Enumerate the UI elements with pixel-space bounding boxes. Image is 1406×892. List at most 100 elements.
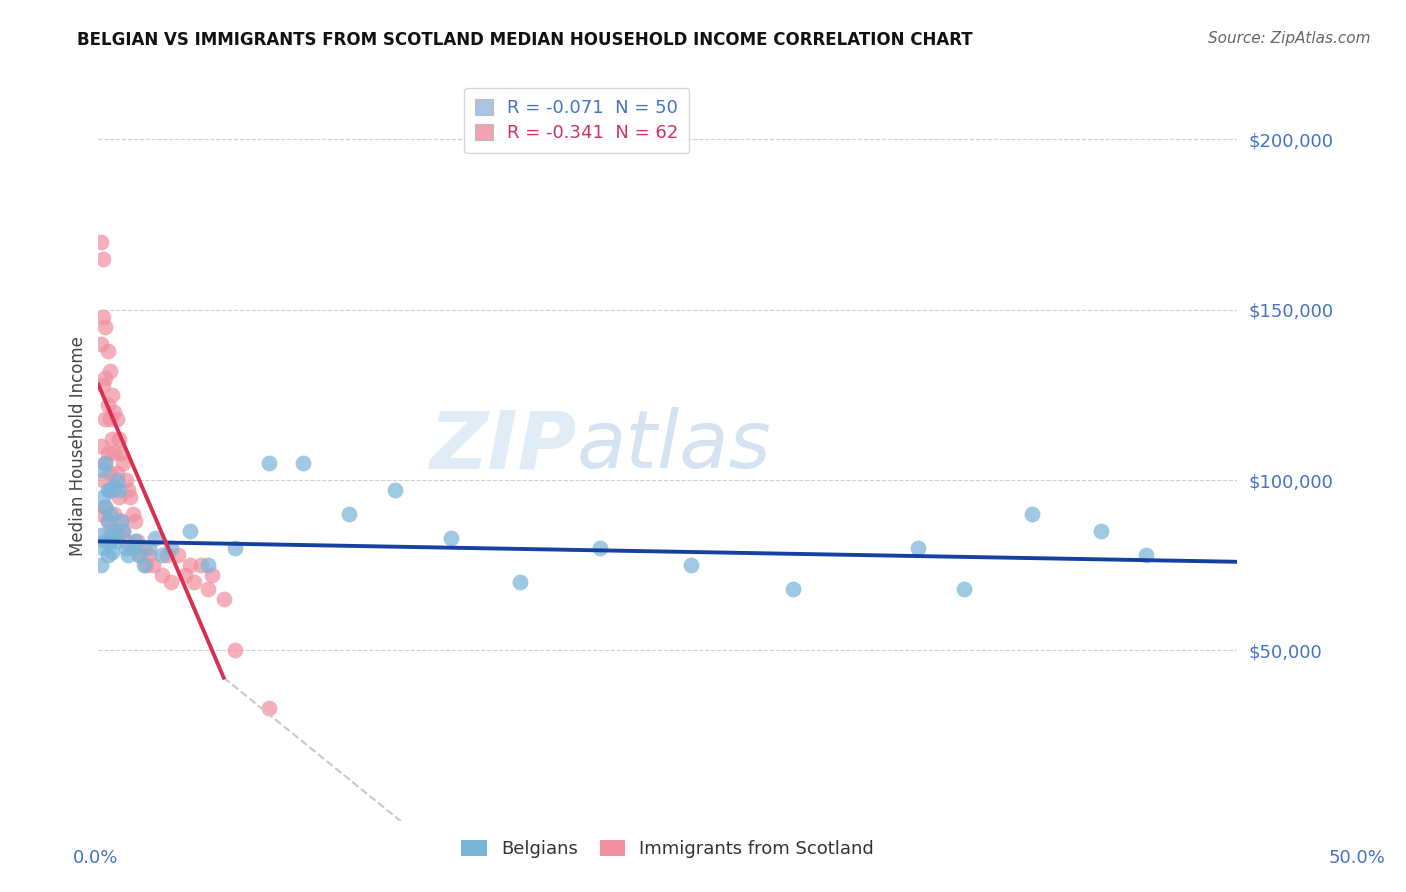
Point — [96, 343, 118, 358]
Point — [224, 541, 246, 556]
Point — [105, 524, 128, 538]
Point — [197, 582, 219, 596]
Point — [1090, 524, 1112, 538]
Point — [128, 548, 150, 562]
Point — [90, 336, 112, 351]
Point — [101, 544, 124, 558]
Point — [440, 531, 463, 545]
Point — [124, 534, 146, 549]
Point — [90, 507, 112, 521]
Point — [96, 446, 118, 460]
Point — [98, 411, 121, 425]
Point — [103, 524, 125, 538]
Point — [96, 514, 118, 528]
Text: ZIP: ZIP — [429, 407, 576, 485]
Point — [117, 548, 139, 562]
Point — [91, 252, 114, 266]
Point — [91, 377, 114, 392]
Point — [259, 701, 281, 715]
Point — [174, 568, 197, 582]
Point — [90, 527, 112, 541]
Point — [98, 467, 121, 481]
Point — [167, 548, 190, 562]
Point — [94, 500, 117, 515]
Point — [105, 411, 128, 425]
Point — [509, 575, 531, 590]
Text: BELGIAN VS IMMIGRANTS FROM SCOTLAND MEDIAN HOUSEHOLD INCOME CORRELATION CHART: BELGIAN VS IMMIGRANTS FROM SCOTLAND MEDI… — [77, 31, 973, 49]
Point — [782, 582, 804, 596]
Point — [98, 483, 121, 498]
Point — [127, 534, 149, 549]
Point — [190, 558, 212, 573]
Text: Source: ZipAtlas.com: Source: ZipAtlas.com — [1208, 31, 1371, 46]
Point — [105, 473, 128, 487]
Point — [96, 514, 118, 528]
Point — [101, 531, 124, 545]
Point — [91, 490, 114, 504]
Point — [132, 558, 155, 573]
Point — [135, 558, 157, 573]
Point — [160, 575, 183, 590]
Point — [337, 507, 360, 521]
Point — [156, 548, 179, 562]
Point — [94, 456, 117, 470]
Text: 0.0%: 0.0% — [73, 849, 118, 867]
Point — [101, 527, 124, 541]
Point — [98, 534, 121, 549]
Point — [150, 548, 173, 562]
Point — [94, 456, 117, 470]
Point — [138, 548, 160, 562]
Point — [120, 490, 142, 504]
Point — [90, 439, 112, 453]
Point — [112, 524, 135, 538]
Point — [138, 541, 160, 556]
Point — [145, 531, 167, 545]
Point — [103, 446, 125, 460]
Point — [108, 483, 131, 498]
Point — [101, 388, 124, 402]
Point — [108, 490, 131, 504]
Point — [98, 507, 121, 521]
Point — [94, 411, 117, 425]
Point — [212, 592, 235, 607]
Point — [160, 541, 183, 556]
Point — [114, 541, 136, 556]
Point — [108, 432, 131, 446]
Point — [1135, 548, 1157, 562]
Point — [110, 446, 132, 460]
Point — [110, 514, 132, 528]
Point — [105, 467, 128, 481]
Point — [90, 558, 112, 573]
Text: 50.0%: 50.0% — [1329, 849, 1385, 867]
Point — [179, 524, 201, 538]
Point — [128, 548, 150, 562]
Point — [132, 541, 155, 556]
Point — [96, 483, 118, 498]
Y-axis label: Median Household Income: Median Household Income — [69, 336, 87, 556]
Point — [110, 514, 132, 528]
Point — [588, 541, 610, 556]
Point — [112, 524, 135, 538]
Point — [201, 568, 224, 582]
Point — [90, 235, 112, 249]
Point — [96, 548, 118, 562]
Point — [150, 568, 173, 582]
Point — [679, 558, 702, 573]
Point — [103, 480, 125, 494]
Point — [183, 575, 205, 590]
Point — [142, 558, 165, 573]
Point — [94, 500, 117, 515]
Point — [114, 473, 136, 487]
Point — [384, 483, 406, 498]
Point — [94, 319, 117, 334]
Point — [197, 558, 219, 573]
Point — [98, 524, 121, 538]
Point — [91, 541, 114, 556]
Point — [1021, 507, 1043, 521]
Point — [953, 582, 976, 596]
Point — [103, 405, 125, 419]
Legend: Belgians, Immigrants from Scotland: Belgians, Immigrants from Scotland — [454, 833, 882, 865]
Point — [94, 534, 117, 549]
Point — [105, 534, 128, 549]
Point — [114, 534, 136, 549]
